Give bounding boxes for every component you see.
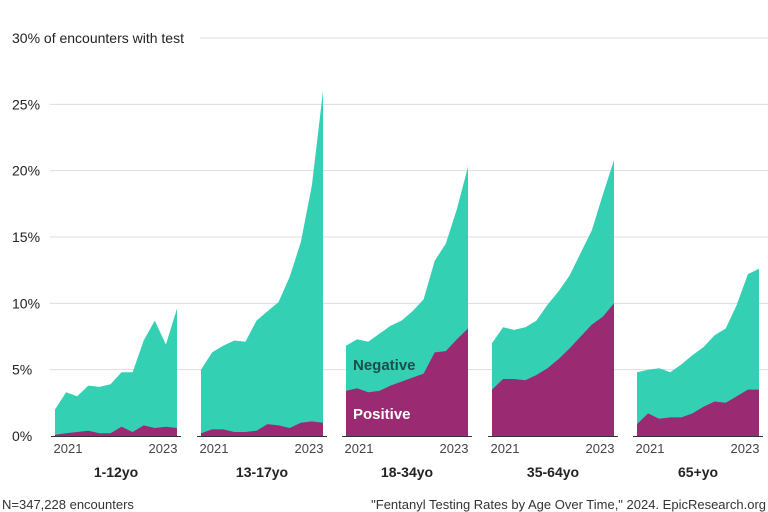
panel-labels: 2021 2023 1-12yo 2021 2023 13-17yo 2021 2023 18-… — [54, 357, 760, 480]
negative-area-65+yo — [637, 268, 759, 436]
positive-area-label: Positive — [353, 406, 411, 423]
x-tick-label: 2021 — [345, 441, 374, 456]
group-label: 1-12yo — [94, 464, 138, 480]
positive-area-13-17yo — [201, 421, 323, 436]
panel-13-17yo — [197, 91, 327, 437]
y-tick-label: 20% — [12, 163, 40, 179]
x-tick-label: 2021 — [491, 441, 520, 456]
negative-area-1-12yo — [55, 308, 177, 436]
y-tick-label: 25% — [12, 96, 40, 112]
negative-area-label: Negative — [353, 357, 416, 374]
positive-area-35-64yo — [492, 303, 614, 436]
x-tick-label: 2021 — [636, 441, 665, 456]
panel-35-64yo — [488, 160, 618, 437]
x-tick-label: 2023 — [149, 441, 178, 456]
y-axis: 30% of encounters with test 0% 5% 10% 15% 20… — [12, 30, 184, 444]
group-label: 35-64yo — [527, 464, 579, 480]
area-panels — [51, 91, 763, 437]
x-tick-label: 2021 — [54, 441, 83, 456]
panel-1-12yo — [51, 308, 181, 437]
positive-area-1-12yo — [55, 425, 177, 436]
group-label: 65+yo — [678, 464, 718, 480]
x-tick-label: 2021 — [200, 441, 229, 456]
y-axis-top-label: 30% of encounters with test — [12, 30, 184, 46]
x-tick-label: 2023 — [440, 441, 469, 456]
y-tick-label: 15% — [12, 229, 40, 245]
sample-size-note: N=347,228 encounters — [2, 497, 134, 512]
panel-18-34yo — [342, 166, 472, 437]
negative-area-13-17yo — [201, 91, 323, 436]
y-tick-label: 0% — [12, 428, 32, 444]
panel-65+yo — [633, 268, 763, 437]
x-tick-label: 2023 — [586, 441, 615, 456]
group-label: 13-17yo — [236, 464, 288, 480]
positive-area-18-34yo — [346, 328, 468, 436]
group-label: 18-34yo — [381, 464, 433, 480]
source-citation: "Fentanyl Testing Rates by Age Over Time… — [371, 497, 766, 512]
y-tick-label: 5% — [12, 362, 32, 378]
x-tick-label: 2023 — [295, 441, 324, 456]
y-tick-label: 10% — [12, 295, 40, 311]
x-tick-label: 2023 — [731, 441, 760, 456]
positive-area-65+yo — [637, 389, 759, 436]
